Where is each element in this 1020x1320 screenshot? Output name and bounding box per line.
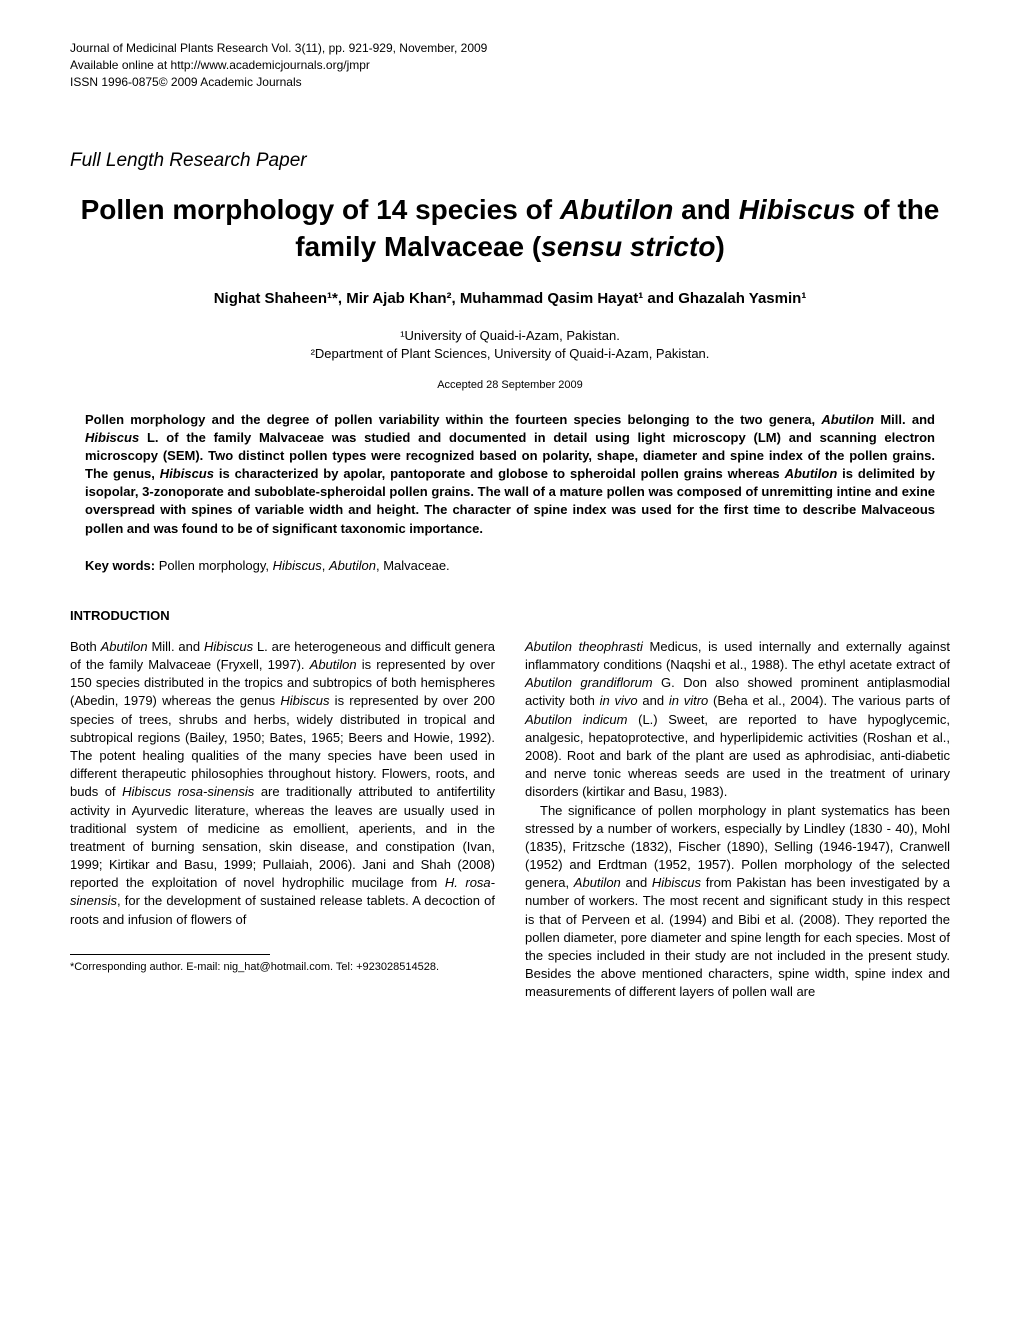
keywords-genus: Abutilon	[329, 558, 376, 573]
section-heading-introduction: INTRODUCTION	[70, 608, 950, 623]
abstract: Pollen morphology and the degree of poll…	[85, 411, 935, 538]
body-genus: Hibiscus	[204, 639, 253, 654]
keywords-label: Key words:	[85, 558, 155, 573]
body-genus: Hibiscus	[280, 693, 329, 708]
abstract-genus: Hibiscus	[160, 466, 214, 481]
abstract-genus: Abutilon	[821, 412, 874, 427]
intro-paragraph-right-2: The significance of pollen morphology in…	[525, 802, 950, 1002]
corresponding-author-note: *Corresponding author. E-mail: nig_hat@h…	[70, 960, 495, 975]
affiliation-2: ²Department of Plant Sciences, Universit…	[70, 345, 950, 363]
title-text-2: and	[673, 194, 738, 225]
abstract-genus: Abutilon	[785, 466, 838, 481]
body-text: and	[638, 693, 669, 708]
body-text: and	[621, 875, 652, 890]
left-column: Both Abutilon Mill. and Hibiscus L. are …	[70, 638, 495, 1002]
right-column: Abutilon theophrasti Medicus, is used in…	[525, 638, 950, 1002]
abstract-text: Pollen morphology and the degree of poll…	[85, 412, 821, 427]
keywords-text: , Malvaceae.	[376, 558, 450, 573]
journal-line-3: ISSN 1996-0875© 2009 Academic Journals	[70, 74, 950, 91]
body-columns: Both Abutilon Mill. and Hibiscus L. are …	[70, 638, 950, 1002]
body-text: are traditionally attributed to antifert…	[70, 784, 495, 890]
intro-paragraph-left: Both Abutilon Mill. and Hibiscus L. are …	[70, 638, 495, 929]
body-genus: Abutilon	[101, 639, 148, 654]
keywords-genus: Hibiscus	[273, 558, 322, 573]
body-genus: Abutilon	[574, 875, 621, 890]
body-latin: in vivo	[600, 693, 638, 708]
title-latin: sensu stricto	[541, 231, 715, 262]
body-species: Abutilon grandiflorum	[525, 675, 653, 690]
affiliation-1: ¹University of Quaid-i-Azam, Pakistan.	[70, 327, 950, 345]
abstract-text: Mill. and	[874, 412, 935, 427]
keywords-text: ,	[322, 558, 329, 573]
journal-line-1: Journal of Medicinal Plants Research Vol…	[70, 40, 950, 57]
authors: Nighat Shaheen¹*, Mir Ajab Khan², Muhamm…	[70, 290, 950, 307]
title-text-4: )	[715, 231, 724, 262]
body-text: , for the development of sustained relea…	[70, 893, 495, 926]
abstract-genus: Hibiscus	[85, 430, 139, 445]
keywords: Key words: Pollen morphology, Hibiscus , …	[85, 558, 935, 573]
body-genus: Abutilon	[310, 657, 357, 672]
journal-line-2: Available online at http://www.academicj…	[70, 57, 950, 74]
footer-separator	[70, 954, 270, 955]
paper-title: Pollen morphology of 14 species of Abuti…	[70, 192, 950, 265]
body-text: Both	[70, 639, 101, 654]
journal-header: Journal of Medicinal Plants Research Vol…	[70, 40, 950, 90]
title-text-1: Pollen morphology of 14 species of	[81, 194, 560, 225]
body-text: Mill. and	[148, 639, 204, 654]
intro-paragraph-right-1: Abutilon theophrasti Medicus, is used in…	[525, 638, 950, 802]
keywords-text: Pollen morphology,	[155, 558, 273, 573]
body-species: Abutilon theophrasti	[525, 639, 643, 654]
body-text: from Pakistan has been investigated by a…	[525, 875, 950, 999]
body-text: (Beha et al., 2004). The various parts o…	[708, 693, 950, 708]
title-genus-2: Hibiscus	[739, 194, 856, 225]
accepted-date: Accepted 28 September 2009	[70, 379, 950, 391]
abstract-text: is characterized by apolar, pantoporate …	[214, 466, 785, 481]
body-genus: Hibiscus	[652, 875, 701, 890]
body-species: Hibiscus rosa-sinensis	[122, 784, 254, 799]
affiliations: ¹University of Quaid-i-Azam, Pakistan. ²…	[70, 327, 950, 363]
body-species: Abutilon indicum	[525, 712, 627, 727]
title-genus-1: Abutilon	[560, 194, 674, 225]
paper-type: Full Length Research Paper	[70, 150, 950, 172]
body-latin: in vitro	[669, 693, 708, 708]
